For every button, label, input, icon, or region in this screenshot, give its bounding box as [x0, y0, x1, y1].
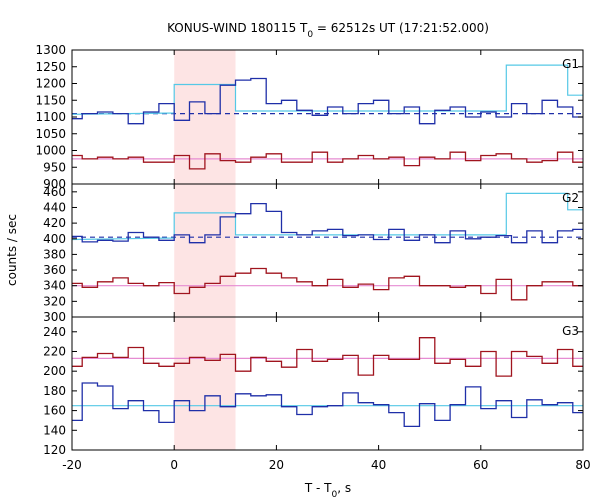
- y-tick-label: 1000: [35, 144, 66, 158]
- x-axis-label-main: T - T: [304, 481, 332, 495]
- upper-fit-line: [71, 64, 583, 115]
- panel-frame: [71, 316, 584, 451]
- y-tick-label: 1150: [35, 93, 66, 107]
- y-tick-label: 160: [43, 404, 66, 418]
- y-tick-label: 380: [43, 247, 66, 261]
- y-tick-label: 460: [43, 185, 66, 199]
- y-tick-label: 1200: [35, 77, 66, 91]
- x-axis-label-subscript: 0: [332, 490, 338, 500]
- upper-fit-line: [71, 192, 583, 241]
- x-tick-label: -20: [62, 458, 82, 472]
- y-tick-label: 420: [43, 216, 66, 230]
- upper-histogram: [72, 337, 583, 377]
- x-tick-label: 0: [170, 458, 178, 472]
- y-tick-label: 440: [43, 200, 66, 214]
- y-axis-label: counts / sec: [5, 214, 19, 286]
- y-tick-label: 1300: [35, 43, 66, 57]
- y-tick-label: 220: [43, 344, 66, 358]
- panel-g3: 120 140 160 180 200 220 240 G3: [43, 316, 584, 457]
- x-axis-label-rest: , s: [337, 481, 351, 495]
- panel-label: G3: [562, 324, 579, 338]
- x-tick-label: 20: [269, 458, 284, 472]
- panel-label: G2: [562, 191, 579, 205]
- lower-histogram: [72, 267, 583, 301]
- panel-g1: 900 950 1000 1050 1100 1150 1200 1250 1300 G1: [35, 43, 584, 191]
- chart-title: KONUS-WIND 180115 T0 = 62512s UT (17:21:…: [167, 21, 489, 40]
- y-tick-label: 1050: [35, 127, 66, 141]
- y-tick-label: 240: [43, 325, 66, 339]
- y-tick-label: 340: [43, 279, 66, 293]
- x-axis-label: T - T0, s: [304, 481, 351, 500]
- y-tick-label: 400: [43, 232, 66, 246]
- chart-title-rest: = 62512s UT (17:21:52.000): [313, 21, 489, 35]
- y-tick-label: 200: [43, 364, 66, 378]
- x-axis: -20 0 20 40 60 80: [62, 458, 590, 472]
- lower-histogram: [72, 382, 583, 428]
- panel-label: G1: [562, 57, 579, 71]
- y-tick-label: 320: [43, 294, 66, 308]
- y-tick-label: 120: [43, 443, 66, 457]
- upper-histogram: [72, 77, 583, 125]
- burst-interval-highlight: [174, 50, 236, 450]
- x-tick-label: 80: [575, 458, 590, 472]
- y-tick-label: 300: [43, 310, 66, 324]
- y-tick-label: 360: [43, 263, 66, 277]
- y-tick-label: 900: [43, 177, 66, 191]
- panels: 9009501000105011001150120012501300G13003…: [35, 43, 584, 457]
- y-tick-label: 1250: [35, 60, 66, 74]
- upper-histogram: [72, 202, 583, 244]
- lower-histogram: [72, 151, 583, 170]
- x-tick-label: 40: [371, 458, 386, 472]
- chart-title-main: KONUS-WIND 180115 T: [167, 21, 308, 35]
- y-tick-label: 1100: [35, 110, 66, 124]
- x-tick-label: 60: [473, 458, 488, 472]
- chart-title-subscript: 0: [307, 30, 313, 40]
- y-tick-label: 180: [43, 384, 66, 398]
- y-tick-label: 140: [43, 423, 66, 437]
- y-tick-label: 950: [43, 160, 66, 174]
